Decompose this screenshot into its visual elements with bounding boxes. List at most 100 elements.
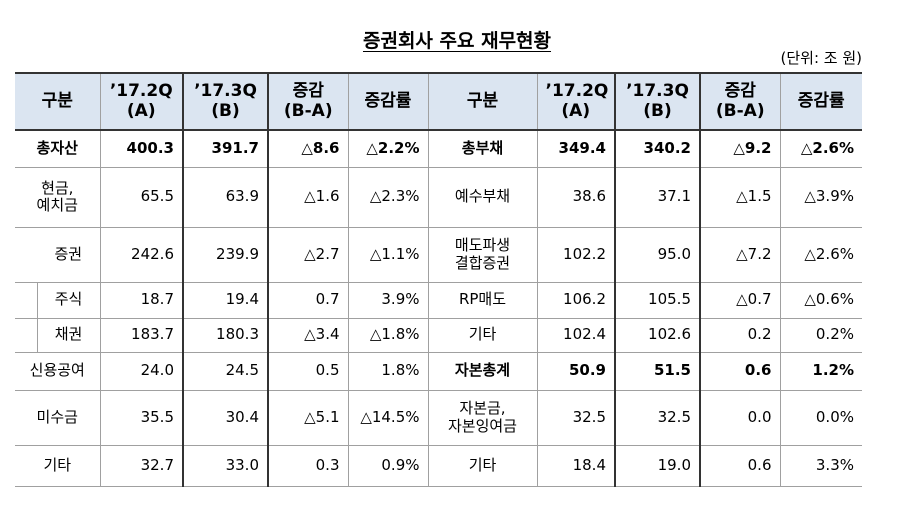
value-cell: 349.4 — [536, 129, 616, 168]
value-cell: 0.7 — [267, 281, 349, 319]
value-cell: 51.5 — [614, 351, 701, 391]
table-row: 채권 183.7 180.3 △3.4 △1.8% 기타 102.4 102.6 0.2 0.2% — [15, 317, 862, 353]
value-cell: △5.1 — [267, 389, 349, 446]
value-cell: △3.9% — [779, 166, 862, 228]
value-cell: △2.2% — [347, 129, 429, 168]
value-cell: △9.2 — [699, 129, 781, 168]
value-cell: △0.6% — [779, 281, 862, 319]
value-cell: 19.0 — [614, 444, 701, 487]
row-label: 신용공여 — [15, 351, 101, 391]
row-label: 자본금, 자본잉여금 — [427, 389, 538, 446]
value-cell: 105.5 — [614, 281, 701, 319]
row-label: RP매도 — [427, 281, 538, 319]
value-cell: △0.7 — [699, 281, 781, 319]
header-cell: 증감률 — [347, 72, 429, 131]
value-cell: 0.5 — [267, 351, 349, 391]
value-cell: △1.5 — [699, 166, 781, 228]
value-cell: △8.6 — [267, 129, 349, 168]
value-cell: 102.4 — [536, 317, 616, 353]
value-cell: 24.0 — [99, 351, 184, 391]
value-cell: △2.6% — [779, 129, 862, 168]
value-cell: 32.7 — [99, 444, 184, 487]
header-cell: ’17.2Q (A) — [99, 72, 184, 131]
value-cell: 63.9 — [182, 166, 269, 228]
value-cell: 239.9 — [182, 226, 269, 283]
value-cell: 1.2% — [779, 351, 862, 391]
indent-cell — [15, 317, 38, 353]
header-cell: 증감 (B-A) — [267, 72, 349, 131]
value-cell: 18.4 — [536, 444, 616, 487]
value-cell: 3.3% — [779, 444, 862, 487]
value-cell: 183.7 — [99, 317, 184, 353]
row-label: 기타 — [427, 444, 538, 487]
value-cell: 1.8% — [347, 351, 429, 391]
row-label: 증권 — [15, 226, 101, 283]
unit: (단위: 조 원) — [780, 49, 863, 67]
value-cell: 0.0 — [699, 389, 781, 446]
indent-cell — [15, 281, 38, 319]
header-cell: 증감률 — [779, 72, 862, 131]
table-row: 현금, 예치금 65.5 63.9 △1.6 △2.3% 예수부채 38.6 37.1 △1.5… — [15, 166, 862, 228]
title: 증권회사 주요 재무현황 — [0, 26, 914, 53]
value-cell: 30.4 — [182, 389, 269, 446]
table-row: 미수금 35.5 30.4 △5.1 △14.5% 자본금, 자본잉여금 32.5 32.5 0… — [15, 389, 862, 446]
value-cell: 37.1 — [614, 166, 701, 228]
title-text: 증권회사 주요 재무현황 — [362, 30, 552, 52]
table-row: 총자산 400.3 391.7 △8.6 △2.2% 총부채 349.4 340.2 △9.2 △… — [15, 129, 862, 168]
value-cell: 340.2 — [614, 129, 701, 168]
value-cell: △3.4 — [267, 317, 349, 353]
value-cell: △2.6% — [779, 226, 862, 283]
value-cell: 0.6 — [699, 351, 781, 391]
value-cell: 19.4 — [182, 281, 269, 319]
value-cell: 0.9% — [347, 444, 429, 487]
value-cell: 391.7 — [182, 129, 269, 168]
row-label: 총부채 — [427, 129, 538, 168]
header-cell: 구분 — [15, 72, 101, 131]
row-label: 기타 — [427, 317, 538, 353]
value-cell: △7.2 — [699, 226, 781, 283]
row-label: 주식 — [36, 281, 101, 319]
value-cell: 0.0% — [779, 389, 862, 446]
value-cell: △1.6 — [267, 166, 349, 228]
header-cell: ’17.3Q (B) — [614, 72, 701, 131]
value-cell: 32.5 — [614, 389, 701, 446]
row-label: 미수금 — [15, 389, 101, 446]
value-cell: 102.6 — [614, 317, 701, 353]
value-cell: 102.2 — [536, 226, 616, 283]
value-cell: 0.2 — [699, 317, 781, 353]
table-row: 신용공여 24.0 24.5 0.5 1.8% 자본총계 50.9 51.5 0.6 1.2% — [15, 351, 862, 391]
value-cell: 24.5 — [182, 351, 269, 391]
value-cell: △2.3% — [347, 166, 429, 228]
value-cell: 0.6 — [699, 444, 781, 487]
row-label: 예수부채 — [427, 166, 538, 228]
row-label: 기타 — [15, 444, 101, 487]
header-row: 구분 ’17.2Q (A) ’17.3Q (B) 증감 (B-A) 증감률 구분 ’17.2… — [15, 72, 862, 131]
value-cell: 32.5 — [536, 389, 616, 446]
value-cell: 65.5 — [99, 166, 184, 228]
value-cell: 35.5 — [99, 389, 184, 446]
row-label: 현금, 예치금 — [15, 166, 101, 228]
value-cell: △1.1% — [347, 226, 429, 283]
table: 구분 ’17.2Q (A) ’17.3Q (B) 증감 (B-A) 증감률 구분 ’17.2… — [15, 72, 862, 487]
value-cell: 0.3 — [267, 444, 349, 487]
value-cell: 38.6 — [536, 166, 616, 228]
row-label: 자본총계 — [427, 351, 538, 391]
table-row: 증권 242.6 239.9 △2.7 △1.1% 매도파생 결합증권 102.2 95.0 △… — [15, 226, 862, 283]
header-cell: ’17.3Q (B) — [182, 72, 269, 131]
header-cell: 증감 (B-A) — [699, 72, 781, 131]
row-label: 총자산 — [15, 129, 101, 168]
value-cell: 242.6 — [99, 226, 184, 283]
table-row: 주식 18.7 19.4 0.7 3.9% RP매도 106.2 105.5 △0.7 △0.6% — [15, 281, 862, 319]
value-cell: 95.0 — [614, 226, 701, 283]
value-cell: △14.5% — [347, 389, 429, 446]
value-cell: 33.0 — [182, 444, 269, 487]
value-cell: 180.3 — [182, 317, 269, 353]
value-cell: 400.3 — [99, 129, 184, 168]
value-cell: 0.2% — [779, 317, 862, 353]
header-cell: ’17.2Q (A) — [536, 72, 616, 131]
value-cell: 3.9% — [347, 281, 429, 319]
value-cell: 18.7 — [99, 281, 184, 319]
value-cell: △1.8% — [347, 317, 429, 353]
row-label: 채권 — [36, 317, 101, 353]
